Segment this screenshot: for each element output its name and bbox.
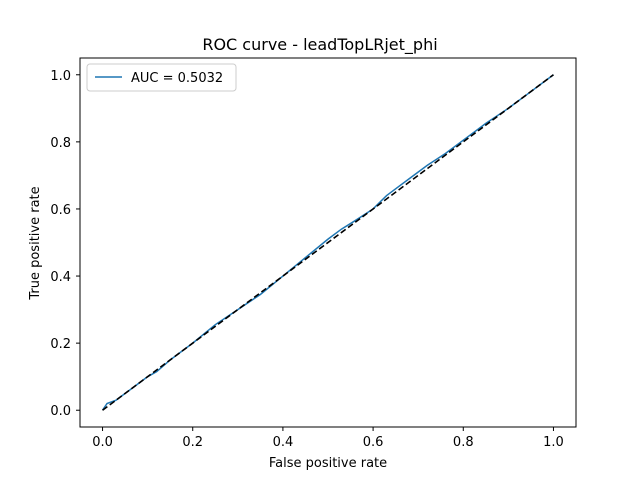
x-tick-label: 0.0 (92, 435, 113, 450)
legend: AUC = 0.5032 (86, 63, 237, 92)
legend-box (86, 63, 237, 92)
x-tick-label: 1.0 (543, 435, 564, 450)
y-axis-label: True positive rate (28, 186, 43, 300)
y-tick-label: 0.0 (50, 404, 71, 419)
x-tick-label: 0.6 (363, 435, 384, 450)
y-tick-label: 0.2 (50, 337, 71, 352)
legend-entry-label: AUC = 0.5032 (131, 71, 223, 86)
x-axis-ticks: 0.0 0.2 0.4 0.6 0.8 1.0 (92, 427, 564, 450)
y-axis-ticks: 0.0 0.2 0.4 0.6 0.8 1.0 (50, 69, 80, 419)
series-layer (101, 74, 554, 411)
y-tick-label: 1.0 (50, 69, 71, 84)
x-tick-label: 0.8 (453, 435, 474, 450)
plot-area: 0.0 0.2 0.4 0.6 0.8 1.0 0.0 0.2 0.4 0.6 0.8 1.0 (50, 57, 577, 450)
y-tick-label: 0.4 (50, 270, 71, 285)
chart-title: ROC curve - leadTopLRjet_phi (202, 35, 437, 55)
x-tick-label: 0.4 (273, 435, 294, 450)
chance-line (102, 74, 554, 411)
y-tick-label: 0.6 (50, 203, 71, 218)
y-tick-label: 0.8 (50, 136, 71, 151)
x-tick-label: 0.2 (182, 435, 203, 450)
x-axis-label: False positive rate (269, 456, 387, 471)
axes-frame (79, 57, 577, 428)
